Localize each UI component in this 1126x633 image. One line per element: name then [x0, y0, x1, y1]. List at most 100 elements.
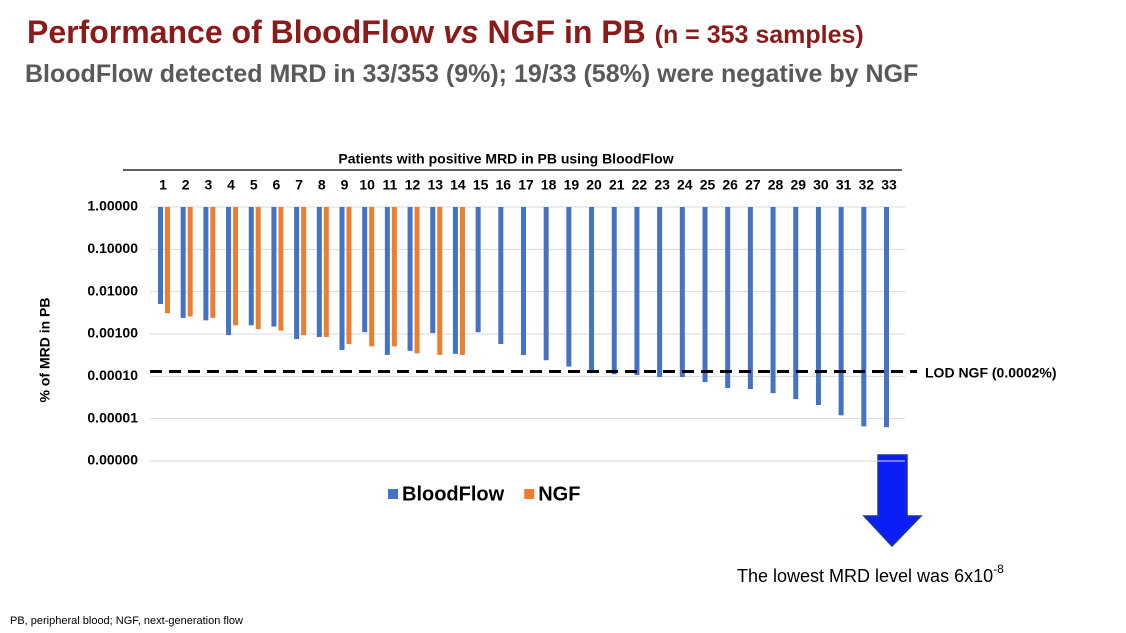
x-tick-label: 30: [813, 177, 829, 193]
title-rest: NGF in PB: [487, 14, 646, 50]
bar: [294, 207, 300, 340]
bar: [770, 207, 776, 394]
x-tick-label: 2: [182, 177, 190, 193]
slide-title: Performance of BloodFlow vs NGF in PB (n…: [27, 14, 864, 51]
bar: [589, 207, 595, 373]
x-tick-label: 12: [405, 177, 421, 193]
bar: [430, 207, 436, 334]
footnote: PB, peripheral blood; NGF, next-generati…: [10, 615, 243, 627]
bar: [339, 207, 345, 350]
bar: [203, 207, 209, 321]
bar: [384, 207, 390, 355]
lod-label: LOD NGF (0.0002%): [925, 365, 1056, 381]
bar: [747, 207, 753, 390]
x-tick-label: 15: [473, 177, 489, 193]
lowest-exp: -8: [993, 562, 1004, 576]
bar: [278, 207, 284, 331]
bar: [158, 207, 163, 305]
x-tick-label: 6: [273, 177, 281, 193]
bar: [369, 207, 375, 347]
subtitle: BloodFlow detected MRD in 33/353 (9%); 1…: [25, 60, 919, 88]
bar: [255, 207, 261, 330]
x-tick-label: 10: [359, 177, 375, 193]
x-tick-label: 1: [159, 177, 167, 193]
y-axis-label: % of MRD in PB: [37, 298, 53, 403]
bar: [346, 207, 352, 345]
y-tick-label: 0.00000: [87, 452, 138, 468]
bar: [271, 207, 277, 327]
bar: [187, 207, 193, 317]
x-tick-label: 26: [722, 177, 738, 193]
bar: [634, 207, 640, 376]
x-tick-label: 27: [745, 177, 761, 193]
x-tick-label: 28: [768, 177, 784, 193]
x-tick-label: 33: [881, 177, 897, 193]
bar: [725, 207, 731, 389]
bar: [679, 207, 685, 378]
x-tick-label: 22: [632, 177, 648, 193]
y-tick-label: 0.00001: [87, 409, 138, 425]
legend-swatch: [388, 489, 398, 499]
bar: [566, 207, 572, 367]
x-tick-label: 11: [382, 177, 397, 193]
bar: [884, 207, 889, 428]
bar: [362, 207, 368, 333]
x-tick-label: 21: [609, 177, 625, 193]
bar: [611, 207, 617, 375]
bar: [165, 207, 170, 314]
chart-title: Patients with positive MRD in PB using B…: [338, 151, 673, 167]
title-main: Performance of BloodFlow: [27, 14, 435, 50]
bar: [475, 207, 481, 333]
bar: [301, 207, 307, 336]
x-tick-label: 24: [677, 177, 693, 193]
bar: [861, 207, 867, 427]
x-tick-label: 5: [250, 177, 258, 193]
x-tick-label: 9: [341, 177, 349, 193]
bar: [452, 207, 458, 354]
bar: [407, 207, 413, 351]
lowest-text: The lowest MRD level was 6x10: [737, 566, 993, 586]
y-tick-label: 0.00010: [87, 367, 138, 383]
x-tick-label: 13: [427, 177, 443, 193]
bar: [657, 207, 663, 378]
bar: [838, 207, 844, 416]
bar: [180, 207, 186, 318]
legend-label: BloodFlow: [402, 483, 505, 505]
x-tick-label: 29: [790, 177, 806, 193]
bar: [521, 207, 526, 355]
y-tick-label: 1.00000: [87, 198, 138, 214]
x-tick-label: 16: [496, 177, 512, 193]
bar: [498, 207, 504, 345]
title-italic: vs: [443, 14, 479, 50]
bar: [815, 207, 821, 406]
bar: [459, 207, 465, 355]
x-tick-label: 18: [541, 177, 557, 193]
x-tick-label: 8: [318, 177, 326, 193]
lowest-annotation: The lowest MRD level was 6x10-8: [737, 562, 1004, 586]
x-tick-label: 17: [518, 177, 534, 193]
bar: [543, 207, 549, 361]
bar: [437, 207, 443, 355]
bar: [391, 207, 397, 347]
x-tick-label: 14: [450, 177, 466, 193]
x-tick-label: 19: [564, 177, 580, 193]
x-tick-label: 7: [295, 177, 303, 193]
y-tick-label: 0.01000: [87, 282, 138, 298]
bar: [793, 207, 799, 400]
bar: [210, 207, 216, 318]
x-tick-label: 4: [227, 177, 235, 193]
bar: [316, 207, 322, 337]
x-tick-label: 20: [586, 177, 602, 193]
bar: [226, 207, 232, 336]
legend-swatch: [524, 489, 535, 499]
x-tick-label: 31: [836, 177, 852, 193]
arrow-shape: [862, 454, 923, 548]
y-tick-label: 0.00100: [87, 325, 138, 341]
bar: [233, 207, 239, 326]
x-tick-label: 32: [859, 177, 875, 193]
title-note: (n = 353 samples): [654, 21, 864, 49]
bar: [248, 207, 254, 326]
x-tick-label: 23: [654, 177, 670, 193]
